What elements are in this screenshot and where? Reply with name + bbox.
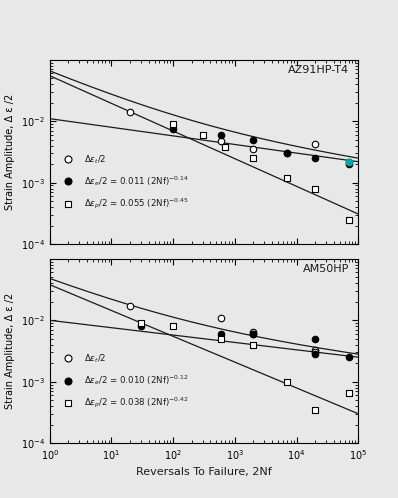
Point [284, 149, 290, 157]
Point [345, 216, 352, 224]
Point [312, 335, 318, 343]
Text: AM50HP: AM50HP [302, 264, 349, 274]
X-axis label: Reversals To Failure, 2Nf: Reversals To Failure, 2Nf [136, 468, 272, 478]
Point [345, 160, 352, 168]
Point [170, 322, 176, 330]
Point [312, 140, 318, 148]
Point [250, 145, 257, 153]
Point [218, 330, 224, 338]
Point [345, 158, 352, 166]
Point [284, 174, 290, 182]
Point [170, 120, 176, 128]
Text: $\Delta\varepsilon_p$/2 = 0.055 (2Nf)$^{-0.45}$: $\Delta\varepsilon_p$/2 = 0.055 (2Nf)$^{… [84, 196, 188, 211]
Y-axis label: Strain Amplitude, Δ ε /2: Strain Amplitude, Δ ε /2 [5, 293, 15, 409]
Point [218, 314, 224, 322]
Text: $\Delta\varepsilon_e$/2 = 0.011 (2Nf)$^{-0.14}$: $\Delta\varepsilon_e$/2 = 0.011 (2Nf)$^{… [84, 174, 188, 188]
Point [250, 328, 257, 336]
Point [127, 302, 133, 310]
Point [312, 154, 318, 162]
Point [138, 322, 144, 330]
Y-axis label: Strain Amplitude, Δ ε /2: Strain Amplitude, Δ ε /2 [5, 94, 15, 210]
Point [218, 131, 224, 139]
Point [222, 143, 228, 151]
Point [312, 346, 318, 354]
Point [138, 319, 144, 327]
Point [250, 341, 257, 349]
Point [312, 185, 318, 193]
Point [312, 406, 318, 414]
Point [284, 149, 290, 157]
Point [312, 349, 318, 357]
Point [250, 330, 257, 338]
Point [284, 378, 290, 386]
Point [345, 353, 352, 361]
Text: $\Delta\varepsilon_t$/2: $\Delta\varepsilon_t$/2 [84, 153, 106, 165]
Point [170, 125, 176, 133]
Point [345, 389, 352, 397]
Point [345, 158, 352, 166]
Text: AZ91HP-T4: AZ91HP-T4 [288, 65, 349, 75]
Text: $\Delta\varepsilon_e$/2 = 0.010 (2Nf)$^{-0.12}$: $\Delta\varepsilon_e$/2 = 0.010 (2Nf)$^{… [84, 374, 188, 387]
Point [312, 350, 318, 358]
Point [199, 131, 206, 139]
Point [250, 154, 257, 162]
Point [250, 330, 257, 338]
Point [218, 335, 224, 343]
Point [250, 136, 257, 144]
Text: $\Delta\varepsilon_t$/2: $\Delta\varepsilon_t$/2 [84, 352, 106, 365]
Text: $\Delta\varepsilon_p$/2 = 0.038 (2Nf)$^{-0.42}$: $\Delta\varepsilon_p$/2 = 0.038 (2Nf)$^{… [84, 395, 188, 410]
Point [218, 137, 224, 145]
Point [127, 108, 133, 116]
